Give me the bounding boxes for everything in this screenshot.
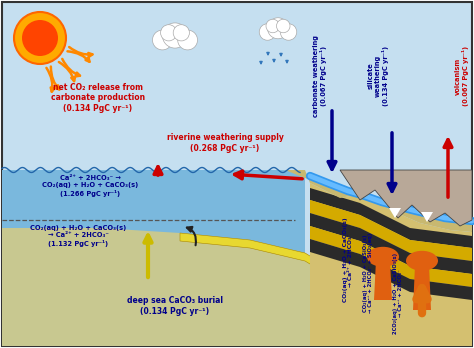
Polygon shape bbox=[310, 239, 472, 300]
Ellipse shape bbox=[367, 247, 399, 267]
Circle shape bbox=[280, 24, 297, 40]
Text: CO₂(aq) + H₂O + CaSiO₃(s)
→ Ca²⁺ + 2HCO₃⁻ + SiO₂(aq): CO₂(aq) + H₂O + CaSiO₃(s) → Ca²⁺ + 2HCO₃… bbox=[363, 233, 374, 313]
Polygon shape bbox=[310, 213, 472, 274]
Circle shape bbox=[266, 19, 280, 33]
Polygon shape bbox=[310, 188, 472, 248]
Text: CO₂(aq) + H₂O + CaCO₃(s)
→ Ca²⁺ + 2HCO₃⁻: CO₂(aq) + H₂O + CaCO₃(s) → Ca²⁺ + 2HCO₃⁻ bbox=[343, 218, 354, 302]
Polygon shape bbox=[310, 200, 472, 261]
Circle shape bbox=[173, 25, 190, 41]
Polygon shape bbox=[421, 212, 433, 222]
Circle shape bbox=[161, 25, 177, 41]
Polygon shape bbox=[413, 265, 431, 310]
Circle shape bbox=[259, 24, 276, 40]
Circle shape bbox=[22, 20, 58, 56]
Text: carbonate weathering
(0.067 PgC yr⁻¹): carbonate weathering (0.067 PgC yr⁻¹) bbox=[313, 35, 327, 117]
Text: silicate
weathering
(0.134 PgC yr⁻¹): silicate weathering (0.134 PgC yr⁻¹) bbox=[367, 46, 389, 106]
Text: volcanism
(0.067 PgC yr⁻¹): volcanism (0.067 PgC yr⁻¹) bbox=[455, 46, 469, 106]
Text: 2CO₂(aq) + H₂O + CaSiO₃(s)
→ Ca²⁺ + 2HCO₃⁻: 2CO₂(aq) + H₂O + CaSiO₃(s) → Ca²⁺ + 2HCO… bbox=[392, 252, 403, 334]
Polygon shape bbox=[310, 170, 472, 346]
Circle shape bbox=[178, 30, 198, 50]
Circle shape bbox=[14, 12, 66, 64]
Text: riverine weathering supply
(0.268 PgC yr⁻¹): riverine weathering supply (0.268 PgC yr… bbox=[166, 133, 283, 153]
Circle shape bbox=[267, 18, 289, 39]
Ellipse shape bbox=[406, 251, 438, 271]
Circle shape bbox=[163, 23, 188, 48]
Polygon shape bbox=[285, 170, 472, 232]
Polygon shape bbox=[2, 170, 305, 346]
Circle shape bbox=[276, 19, 290, 33]
Text: Ca²⁺ + 2HCO₃⁻ →
CO₂(aq) + H₂O + CaCO₃(s)
(1.266 PgC yr⁻¹): Ca²⁺ + 2HCO₃⁻ → CO₂(aq) + H₂O + CaCO₃(s)… bbox=[42, 175, 138, 197]
Polygon shape bbox=[180, 233, 330, 276]
Text: deep sea CaCO₃ burial
(0.134 PgC yr⁻¹): deep sea CaCO₃ burial (0.134 PgC yr⁻¹) bbox=[127, 296, 223, 316]
Polygon shape bbox=[310, 226, 472, 287]
Polygon shape bbox=[2, 228, 340, 346]
Circle shape bbox=[153, 30, 173, 50]
Polygon shape bbox=[340, 170, 472, 226]
Text: net CO₂ release from
carbonate production
(0.134 PgC yr⁻¹): net CO₂ release from carbonate productio… bbox=[51, 83, 145, 113]
Polygon shape bbox=[389, 208, 401, 218]
Text: CO₂(aq) + H₂O + CaCO₃(s)
→ Ca²⁺ + 2HCO₃⁻
(1.132 PgC yr⁻¹): CO₂(aq) + H₂O + CaCO₃(s) → Ca²⁺ + 2HCO₃⁻… bbox=[30, 226, 126, 247]
Polygon shape bbox=[374, 260, 392, 300]
